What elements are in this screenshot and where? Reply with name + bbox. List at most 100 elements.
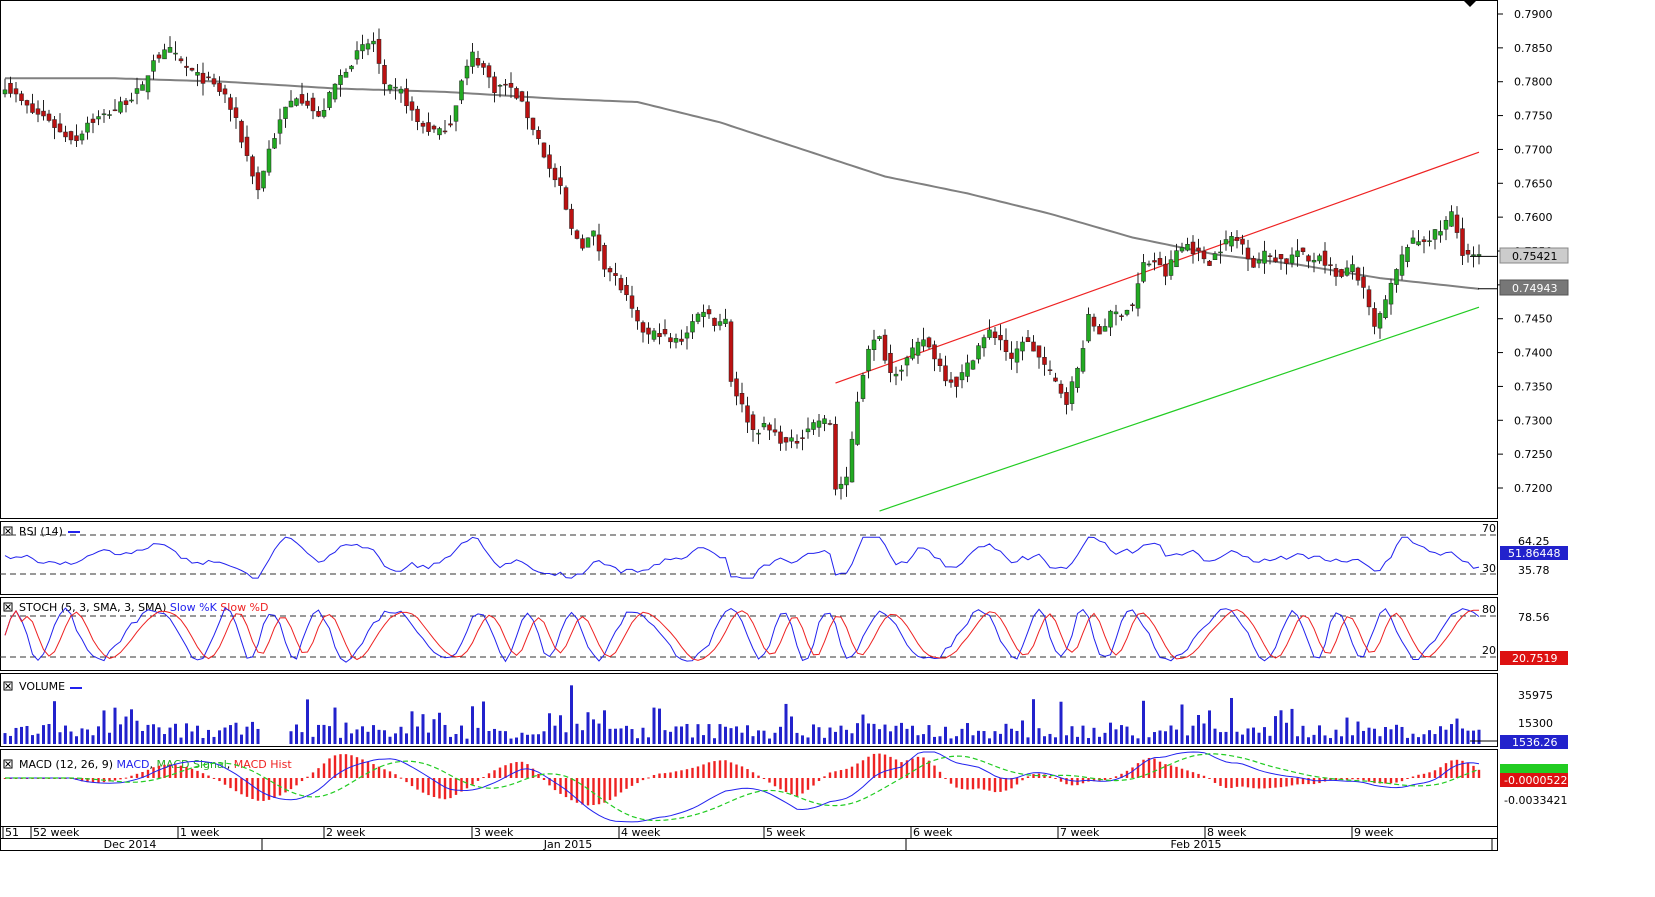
candle-body <box>937 358 943 366</box>
candle-body <box>1339 269 1344 277</box>
week-label: 51 <box>5 826 19 839</box>
week-label: 4 week <box>621 826 661 839</box>
volume-bar <box>900 722 903 744</box>
macd-hist-bar <box>1334 778 1338 781</box>
volume-bar <box>295 724 298 744</box>
volume-bar <box>366 731 370 744</box>
candle-body <box>145 75 151 93</box>
macd-hist-bar <box>757 775 760 778</box>
volume-bar <box>1219 732 1222 744</box>
macd-hist-bar <box>1290 778 1294 786</box>
volume-bar <box>1318 725 1321 744</box>
macd-hist-bar <box>614 778 617 797</box>
volume-bar <box>553 725 557 744</box>
volume-bar <box>586 712 590 744</box>
volume-bar <box>102 710 106 744</box>
candle-body <box>728 321 734 382</box>
volume-bar <box>581 730 584 744</box>
volume-bar <box>971 735 975 744</box>
candle-body <box>1091 316 1097 327</box>
volume-bar <box>212 736 216 744</box>
macd-hist-bar <box>845 768 848 778</box>
candle-body <box>1108 310 1113 328</box>
macd-hist-bar <box>487 773 491 778</box>
candle-body <box>712 317 717 326</box>
volume-bar <box>1153 732 1156 744</box>
candle-body <box>481 63 486 68</box>
macd-hist-bar <box>1362 778 1365 781</box>
rsi-panel: RSI (14) 70 30 64.25 35.78 51.86448 <box>0 522 1568 579</box>
volume-bar <box>190 731 194 744</box>
macd-hist-bar <box>1455 759 1459 778</box>
candle-body <box>1075 367 1080 388</box>
candle-body <box>459 80 464 101</box>
volume-bar <box>542 731 546 744</box>
macd-hist-bar <box>1274 778 1277 788</box>
macd-hist-bar <box>542 778 546 781</box>
week-label: 8 week <box>1207 826 1247 839</box>
volume-bar <box>1290 708 1294 744</box>
candle-body <box>558 177 563 186</box>
candle-body <box>805 428 811 433</box>
macd-hist-bar <box>218 778 221 782</box>
macd-hist-bar <box>515 762 518 778</box>
candle-body <box>1009 352 1014 359</box>
macd-hist-bar <box>1197 773 1200 778</box>
volume-bar <box>652 707 656 744</box>
volume-bar <box>1378 736 1382 744</box>
volume-bar <box>504 731 507 744</box>
volume-bar <box>460 725 463 744</box>
candle-body <box>140 84 145 91</box>
macd-hist-bar <box>1367 778 1371 782</box>
volume-bar <box>201 738 205 744</box>
macd-hist-bar <box>691 767 694 778</box>
volume-bar <box>1142 700 1145 744</box>
candle-body <box>965 362 970 377</box>
macd-hist-bar <box>784 778 788 792</box>
macd-hist-bar <box>878 753 881 778</box>
macd-hist-bar <box>300 778 304 782</box>
macd-hist-bar <box>663 773 667 778</box>
macd-hist-bar <box>652 775 656 778</box>
last-price-label: 0.75421 <box>1512 250 1558 263</box>
price-tick-label: 0.7300 <box>1514 414 1553 427</box>
macd-hist-bar <box>1411 776 1415 778</box>
macd-hist-bar <box>592 778 595 805</box>
macd-hist-bar <box>355 757 359 778</box>
macd-hist-bar <box>1477 769 1481 778</box>
volume-bar <box>817 727 821 744</box>
macd-hist-bar <box>713 761 716 778</box>
volume-bars <box>3 685 1481 744</box>
candle-body <box>998 334 1003 341</box>
volume-bar <box>383 730 386 744</box>
volume-bar <box>449 736 452 744</box>
macd-hist-bar <box>344 754 348 778</box>
stoch-d-label: Slow %D <box>220 601 268 614</box>
macd-hist-bar <box>1444 763 1448 778</box>
volume-bar <box>619 728 623 744</box>
volume-bar <box>1367 727 1371 744</box>
volume-bar <box>1191 725 1195 744</box>
candle-body <box>794 440 800 444</box>
stoch-level-80: 80 <box>1482 603 1496 616</box>
macd-hist-bar <box>146 769 150 778</box>
macd-hist-bar <box>812 778 815 786</box>
scroll-indicator-icon[interactable] <box>1464 1 1476 7</box>
volume-bar <box>1197 714 1200 744</box>
volume-bar <box>1439 726 1442 744</box>
candle-body <box>420 122 426 127</box>
macd-hist-bar <box>971 778 975 790</box>
candle-body <box>382 65 387 85</box>
candle-body <box>514 88 519 99</box>
macd-hist-bar <box>1345 778 1349 780</box>
volume-bar <box>174 723 177 744</box>
macd-hist-bar <box>746 769 749 778</box>
macd-hist-bar <box>1395 778 1398 783</box>
month-label: Jan 2015 <box>543 838 592 851</box>
week-label: 3 week <box>474 826 514 839</box>
volume-bar <box>333 707 337 744</box>
candle-body <box>272 138 277 149</box>
macd-hist-bar <box>1356 778 1360 780</box>
support-trendline <box>879 306 1480 512</box>
macd-hist-bar <box>1263 778 1266 789</box>
